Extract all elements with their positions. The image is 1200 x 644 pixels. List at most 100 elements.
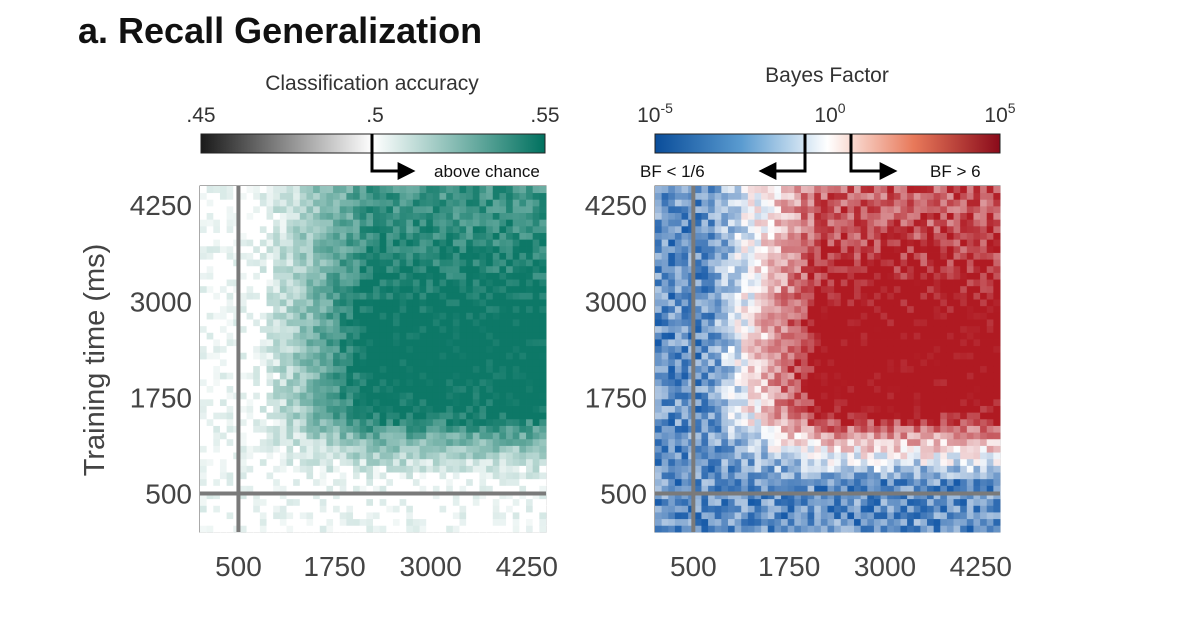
heatmap-cell xyxy=(781,438,789,446)
heatmap-cell xyxy=(472,512,480,520)
heatmap-cell xyxy=(339,285,347,293)
heatmap-cell xyxy=(854,339,862,347)
heatmap-cell xyxy=(319,485,327,493)
heatmap-cell xyxy=(761,352,769,360)
heatmap-cell xyxy=(787,292,795,300)
heatmap-cell xyxy=(674,265,682,273)
heatmap-cell xyxy=(319,252,327,260)
heatmap-cell xyxy=(794,325,802,333)
heatmap-cell xyxy=(213,432,221,440)
heatmap-cell xyxy=(674,245,682,253)
heatmap-cell xyxy=(266,199,274,207)
heatmap-cell xyxy=(392,465,401,473)
heatmap-cell xyxy=(674,292,682,300)
heatmap-cell xyxy=(754,398,762,406)
heatmap-cell xyxy=(913,239,921,247)
heatmap-cell xyxy=(873,445,881,453)
heatmap-cell xyxy=(681,186,689,194)
heatmap-cell xyxy=(379,432,387,440)
heatmap-cell xyxy=(900,312,908,320)
heatmap-cell xyxy=(259,252,267,260)
heatmap-cell xyxy=(867,492,875,500)
heatmap-cell xyxy=(873,285,881,293)
heatmap-cell xyxy=(694,412,702,420)
heatmap-cell xyxy=(412,378,420,387)
heatmap-cell xyxy=(900,345,908,353)
heatmap-cell xyxy=(479,332,487,340)
heatmap-cell xyxy=(734,478,742,486)
heatmap-cell xyxy=(439,398,447,406)
heatmap-cell xyxy=(727,438,736,446)
heatmap-cell xyxy=(373,432,381,440)
heatmap-cell xyxy=(253,412,261,420)
heatmap-cell xyxy=(373,372,381,380)
heatmap-cell xyxy=(479,518,487,526)
heatmap-cell xyxy=(479,452,487,460)
heatmap-cell xyxy=(419,425,427,433)
heatmap-cell xyxy=(339,392,347,400)
heatmap-cell xyxy=(313,518,321,526)
heatmap-cell xyxy=(353,485,361,493)
heatmap-cell xyxy=(279,458,287,466)
heatmap-cell xyxy=(506,299,514,307)
heatmap-cell xyxy=(820,285,828,293)
heatmap-cell xyxy=(854,212,862,220)
heatmap-cell xyxy=(506,438,514,446)
heatmap-cell xyxy=(532,478,540,486)
heatmap-cell xyxy=(807,432,815,440)
heatmap-cell xyxy=(887,239,895,247)
heatmap-cell xyxy=(714,265,722,273)
heatmap-cell xyxy=(452,418,460,426)
heatmap-cell xyxy=(814,265,822,273)
heatmap-cell xyxy=(668,512,676,520)
heatmap-cell xyxy=(754,299,762,307)
heatmap-cell xyxy=(927,332,935,340)
heatmap-cell xyxy=(767,259,775,267)
heatmap-cell xyxy=(253,299,261,307)
heatmap-cell xyxy=(466,412,474,420)
heatmap-cell xyxy=(219,392,228,400)
heatmap-cell xyxy=(655,498,663,506)
heatmap-cell xyxy=(206,372,214,380)
heatmap-cell xyxy=(492,458,500,466)
heatmap-cell xyxy=(807,378,815,387)
heatmap-cell xyxy=(432,412,440,420)
heatmap-cell xyxy=(840,312,848,320)
heatmap-cell xyxy=(854,319,862,327)
heatmap-cell xyxy=(526,265,534,273)
heatmap-cell xyxy=(827,339,835,347)
heatmap-cell xyxy=(386,272,394,280)
heatmap-cell xyxy=(940,392,948,400)
heatmap-cell xyxy=(887,319,895,327)
heatmap-cell xyxy=(860,478,868,486)
heatmap-cell xyxy=(854,432,862,440)
heatmap-cell xyxy=(933,312,941,320)
heatmap-cell xyxy=(860,339,868,347)
heatmap-cell xyxy=(827,385,835,393)
heatmap-cell xyxy=(499,432,507,440)
heatmap-cell xyxy=(519,352,527,360)
heatmap-cell xyxy=(940,452,948,460)
heatmap-cell xyxy=(694,512,702,520)
heatmap-cell xyxy=(286,219,294,227)
heatmap-cell xyxy=(834,352,842,360)
heatmap-cell xyxy=(339,265,347,273)
heatmap-cell xyxy=(539,492,547,500)
heatmap-cell xyxy=(359,372,367,380)
heatmap-cell xyxy=(486,425,494,433)
heatmap-cell xyxy=(286,525,294,533)
heatmap-cell xyxy=(907,485,915,493)
heatmap-cell xyxy=(747,492,755,500)
heatmap-cell xyxy=(761,279,769,287)
heatmap-cell xyxy=(406,259,414,267)
heatmap-cell xyxy=(353,225,361,233)
heatmap-cell xyxy=(668,312,676,320)
heatmap-cell xyxy=(512,219,520,227)
heatmap-cell xyxy=(206,458,214,466)
heatmap-cell xyxy=(253,458,261,466)
heatmap-cell xyxy=(472,292,480,300)
heatmap-cell xyxy=(432,259,440,267)
heatmap-cell xyxy=(313,325,321,333)
heatmap-cell xyxy=(794,339,802,347)
